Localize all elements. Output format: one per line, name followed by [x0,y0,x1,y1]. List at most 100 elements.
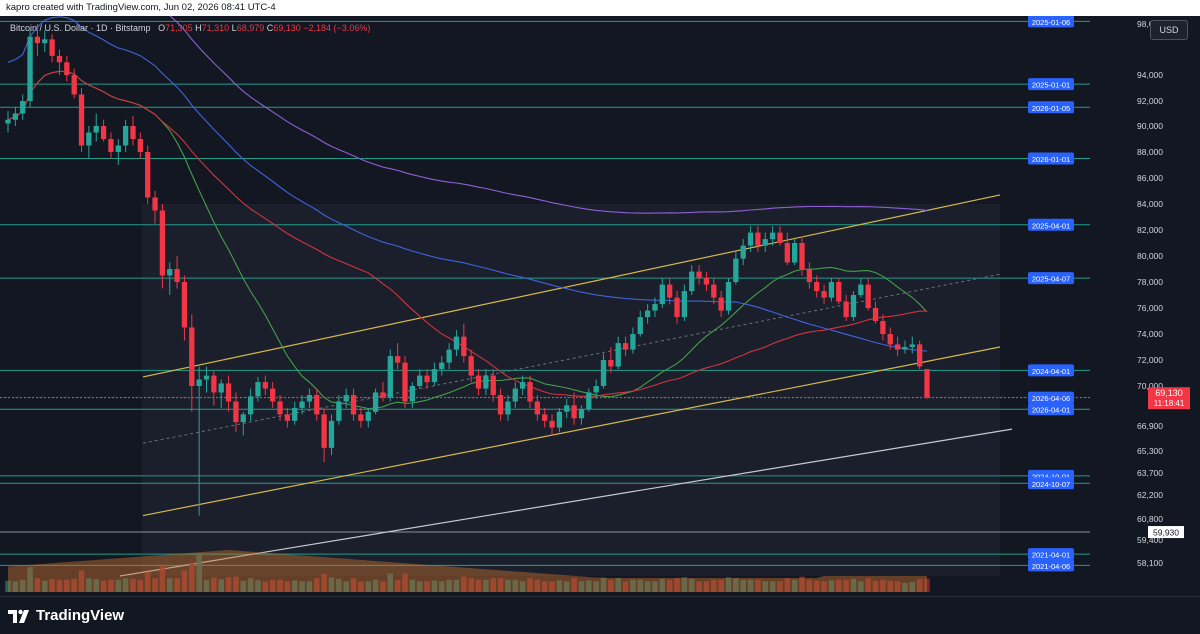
candle-body [417,375,423,386]
candle-body [711,284,717,298]
candle-body [667,284,673,298]
level-label-bg [1028,78,1074,91]
candle-body [821,291,827,298]
volume-bar [225,577,232,592]
open-label: O [158,23,166,33]
volume-bar [534,579,541,592]
volume-bar [174,578,180,592]
candle-body [387,356,393,398]
volume-bar [350,578,357,592]
open-value: 71,305 [165,23,193,33]
volume-bar [277,579,283,592]
candle-body [578,409,585,419]
candle-body [262,382,268,389]
candle-body [549,420,555,428]
last-price-countdown: 11:18:41 [1154,399,1185,408]
level-label: 2026-01-05 [1032,104,1070,113]
volume-bar [313,578,320,592]
candle-body [556,411,563,428]
level-label: 2021-04-06 [1032,562,1070,571]
volume-bar [218,579,225,592]
level-label-bg [1028,16,1074,28]
tradingview-logo[interactable]: TradingView [8,607,124,624]
price-tick-label: 78,000 [1137,277,1163,287]
highlight-region [142,204,1000,576]
volume-bar [159,565,166,592]
ma-blue-line [7,16,928,352]
volume-bar [321,574,327,592]
candle-body [189,327,195,386]
price-tick-label: 63,700 [1137,468,1163,478]
candle-body [20,101,26,114]
candle-body [887,334,893,345]
volume-bar [755,579,761,592]
volume-bar [269,579,276,592]
volume-bar [909,581,916,592]
candle-body [674,297,680,318]
candle-body [622,343,629,350]
level-label: 2025-04-07 [1032,275,1070,284]
currency-button[interactable]: USD [1150,20,1188,40]
volume-bar [137,579,144,592]
price-tick-label: 90,000 [1137,121,1163,131]
candle-body [475,375,482,389]
candle-body [593,386,599,393]
volume-bar [505,579,511,592]
candle-body [497,395,504,415]
chart-canvas[interactable]: 2025-01-06 2025-01-01 2026-01-05 2026-01-01… [0,16,1200,596]
volume-bar [108,579,114,592]
ma-purple-line [169,16,928,214]
volume-bar [835,579,842,592]
level-label-bg [1028,548,1074,561]
volume-bar [688,578,695,592]
volume-bar [358,581,364,592]
candle-body [12,113,18,120]
volume-bar [777,581,783,592]
volume-bar [93,579,100,592]
volume-bar [380,581,386,592]
volume-bar [799,576,805,592]
candle-body [314,395,320,415]
level-label: 2025-01-01 [1032,81,1070,90]
volume-bar [725,577,732,592]
candle-body [225,383,232,402]
volume-bar [475,579,482,592]
candle-body [505,401,511,415]
level-label-bg [1028,559,1074,572]
price-chart[interactable]: 2025-01-06 2025-01-01 2026-01-05 2026-01-01… [0,16,1200,596]
volume-bar [865,578,871,592]
candle-body [461,336,467,357]
volume-bar [644,581,651,592]
channel-lower-line [142,346,1001,517]
candle-body [93,126,99,133]
candle-body [424,375,430,383]
footer: TradingView [0,596,1200,634]
volume-bar [262,581,269,592]
level-label-bg [1028,364,1074,377]
candle-body [534,401,540,415]
price-tick-label: 72,000 [1137,355,1163,365]
close-label: C [266,23,274,33]
candle-body [196,379,202,386]
level-label-bg [1028,218,1074,231]
candle-body [512,388,518,402]
volume-bar [27,567,33,592]
volume-bar [306,581,313,592]
last-price-badge [1148,387,1190,410]
volume-bar [468,578,474,592]
price-tick-label: 60,800 [1137,514,1163,524]
candle-body [299,401,305,408]
candle-body [733,258,739,282]
volume-bar [211,577,217,592]
volume-bar [858,581,864,592]
volume-bar [49,579,55,592]
volume-bar [608,579,614,592]
volume-bar [247,578,254,592]
candle-body [586,392,592,410]
candle-body [637,317,643,334]
volume-bar [100,580,107,592]
candle-body [880,321,886,334]
candle-body [130,126,136,139]
candle-body [380,392,386,398]
tradingview-logo-icon [8,609,29,623]
